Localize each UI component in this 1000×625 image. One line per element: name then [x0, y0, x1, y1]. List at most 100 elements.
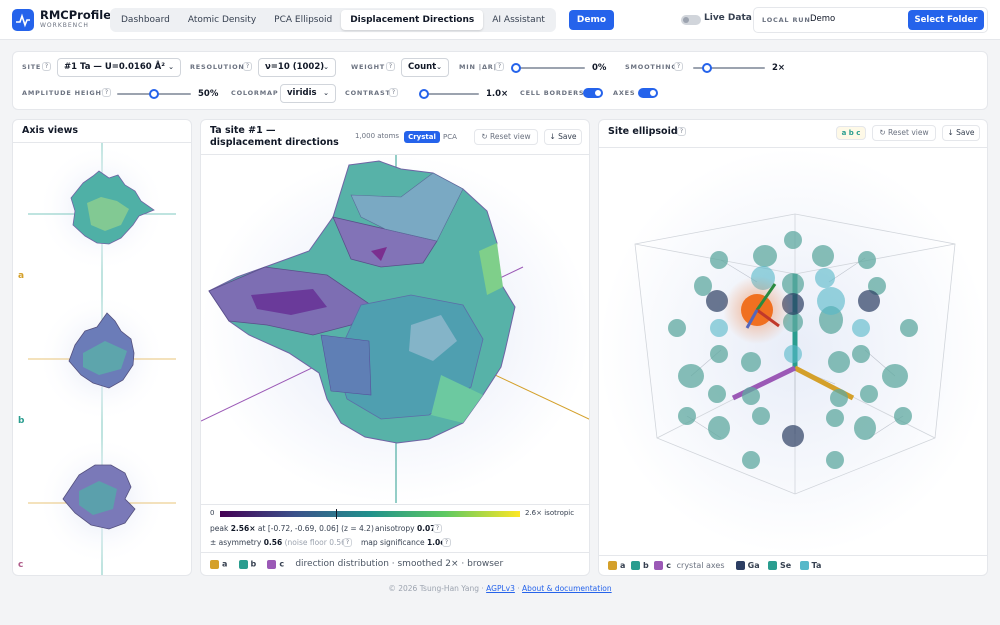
min-dr-value: 0% — [592, 63, 607, 73]
tab-pca-ellipsoid[interactable]: PCA Ellipsoid — [274, 15, 333, 25]
colormap-value: viridis — [287, 88, 317, 98]
contrast-slider[interactable] — [419, 93, 479, 95]
help-icon[interactable]: ? — [677, 127, 686, 136]
axes-toggle[interactable] — [638, 88, 658, 98]
site-value: #1 Ta — U=0.0160 Å² — [64, 62, 165, 72]
reset-view-button[interactable]: ↻ Reset view — [872, 125, 936, 141]
chevron-down-icon: ⌄ — [323, 63, 329, 71]
contrast-value: 1.0× — [486, 89, 509, 99]
reset-view-label: Reset view — [888, 128, 929, 137]
site-ellipsoids-panel: Site ellipsoids ? a b c ↻ Reset view ↓ S… — [598, 119, 988, 576]
displacement-3d-view[interactable] — [201, 155, 590, 503]
help-icon[interactable]: ? — [243, 62, 252, 71]
cell-borders-label: CELL BORDERS — [520, 89, 585, 97]
reset-icon: ↻ — [481, 132, 491, 141]
resolution-label: RESOLUTION — [190, 63, 245, 71]
site-select[interactable]: #1 Ta — U=0.0160 Å² ⌄ — [57, 58, 181, 77]
contrast-label: CONTRAST — [345, 89, 391, 97]
colorbar-min: 0 — [210, 509, 215, 517]
asymmetry-stat: ± asymmetry 0.56 (noise floor 0.56) — [210, 538, 349, 547]
min-dr-slider[interactable] — [515, 67, 585, 69]
tab-atomic-density[interactable]: Atomic Density — [187, 15, 257, 25]
help-icon[interactable]: ? — [386, 62, 395, 71]
axis-views-panel: Axis views a b c — [12, 119, 192, 576]
colorbar — [220, 511, 520, 517]
direction-legend: a b c direction distribution · smoothed … — [210, 559, 503, 569]
colormap-label: COLORMAP — [231, 89, 279, 97]
crystal-toggle[interactable]: Crystal — [404, 131, 440, 143]
main-tabs: Dashboard Atomic Density PCA Ellipsoid D… — [110, 8, 556, 32]
save-button[interactable]: ↓ Save — [544, 129, 582, 145]
ellipsoid-legend: a b c crystal axes Ga Se Ta — [608, 561, 821, 570]
help-icon[interactable]: ? — [42, 62, 51, 71]
demo-button[interactable]: Demo — [569, 10, 614, 30]
weight-label: WEIGHT — [351, 63, 386, 71]
local-run-label: LOCAL RUN — [762, 16, 811, 24]
pca-toggle[interactable]: PCA — [443, 133, 457, 141]
chevron-down-icon: ⌄ — [168, 63, 174, 71]
weight-select[interactable]: Count ⌄ — [401, 58, 449, 77]
colorbar-marker — [336, 509, 337, 519]
site-label: SITE — [22, 63, 42, 71]
axis-views-title: Axis views — [22, 125, 79, 136]
footer-separator: · — [517, 584, 520, 593]
axes-label: AXES — [613, 89, 636, 97]
app-name: RMCProfile — [40, 8, 112, 22]
app-subtitle: WORKBENCH — [40, 22, 89, 29]
smoothing-slider[interactable] — [693, 67, 765, 69]
help-icon[interactable]: ? — [495, 62, 504, 71]
tab-dashboard[interactable]: Dashboard — [121, 15, 170, 25]
chevron-down-icon: ⌄ — [323, 89, 329, 97]
chevron-down-icon: ⌄ — [436, 63, 442, 71]
min-dr-slider-handle[interactable] — [511, 63, 521, 73]
smoothing-value: 2× — [772, 63, 786, 73]
displacement-title: Ta site #1 — displacement directions — [210, 125, 339, 148]
reset-view-label: Reset view — [490, 132, 531, 141]
axes-chip[interactable]: a b c — [836, 126, 866, 140]
docs-link[interactable]: About & documentation — [522, 584, 612, 593]
peak-stat: peak 2.56× at [-0.72, -0.69, 0.06] (z = … — [210, 524, 374, 533]
ellipsoids-3d-view[interactable] — [599, 148, 988, 554]
footer: © 2026 Tsung-Han Yang · AGPLv3 · About &… — [0, 584, 1000, 593]
help-icon[interactable]: ? — [433, 524, 442, 533]
local-run-box: LOCAL RUN Demo Select Folder — [753, 7, 988, 33]
colormap-select[interactable]: viridis ⌄ — [280, 84, 336, 103]
reset-icon: ↻ — [879, 128, 889, 137]
resolution-select[interactable]: ν=10 (1002) ⌄ — [258, 58, 336, 77]
anisotropy-stat: anisotropy 0.07 — [375, 524, 436, 533]
amplitude-height-value: 50% — [198, 89, 219, 99]
atom-count: 1,000 atoms — [355, 132, 400, 140]
select-folder-button[interactable]: Select Folder — [908, 10, 984, 30]
app-header: RMCProfile WORKBENCH Dashboard Atomic De… — [0, 0, 1000, 40]
help-icon[interactable]: ? — [343, 538, 352, 547]
smoothing-label: SMOOTHING — [625, 63, 678, 71]
tab-displacement-directions[interactable]: Displacement Directions — [341, 10, 484, 30]
axis-views-canvas[interactable] — [13, 143, 192, 576]
help-icon[interactable]: ? — [389, 88, 398, 97]
app-logo — [12, 9, 34, 31]
live-data-label: Live Data — [704, 13, 752, 23]
axis-label-b: b — [18, 416, 25, 426]
tab-ai-assistant[interactable]: AI Assistant — [492, 15, 545, 25]
save-button[interactable]: ↓ Save — [942, 125, 980, 141]
colorbar-max: 2.6× isotropic — [525, 509, 575, 517]
cell-borders-toggle[interactable] — [583, 88, 603, 98]
displacement-panel: Ta site #1 — displacement directions 1,0… — [200, 119, 590, 576]
help-icon[interactable]: ? — [442, 538, 451, 547]
license-link[interactable]: AGPLv3 — [486, 584, 515, 593]
axis-label-a: a — [18, 271, 25, 281]
weight-value: Count — [408, 62, 437, 72]
map-significance-stat: map significance 1.0σ — [361, 538, 447, 547]
min-dr-label: MIN |ΔR| — [459, 63, 497, 71]
reset-view-button[interactable]: ↻ Reset view — [474, 129, 538, 145]
smoothing-slider-handle[interactable] — [702, 63, 712, 73]
live-data-toggle[interactable] — [681, 15, 701, 25]
copyright: © 2026 Tsung-Han Yang · — [388, 584, 484, 593]
resolution-value: ν=10 (1002) — [265, 62, 325, 72]
amplitude-height-slider-handle[interactable] — [149, 89, 159, 99]
contrast-slider-handle[interactable] — [419, 89, 429, 99]
help-icon[interactable]: ? — [674, 62, 683, 71]
local-run-value[interactable]: Demo — [810, 14, 836, 24]
site-ellipsoids-title: Site ellipsoids — [608, 126, 684, 137]
help-icon[interactable]: ? — [102, 88, 111, 97]
